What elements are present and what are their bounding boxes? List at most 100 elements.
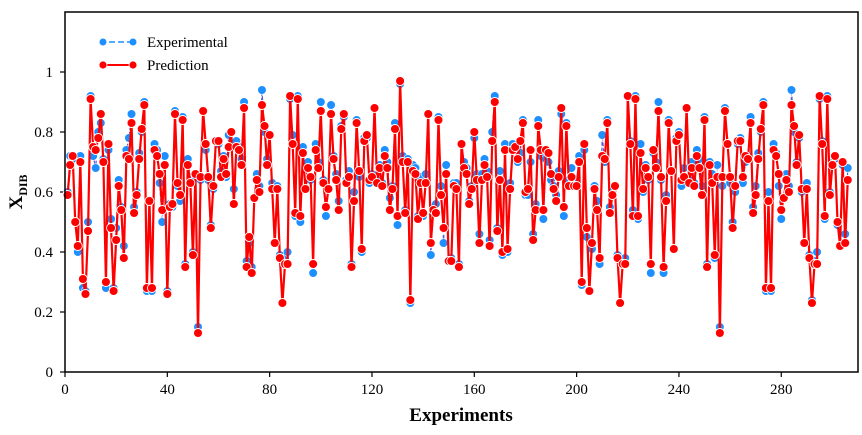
data-point-experimental: [316, 97, 326, 107]
data-point-prediction: [512, 154, 523, 164]
axes: 0 40 80 120 160 200 240 280 0 0.2 0.4 0.6 0.8 1: [34, 65, 792, 398]
data-point-prediction: [817, 139, 828, 149]
data-point-prediction: [766, 283, 776, 293]
data-point-prediction: [80, 289, 91, 299]
y-axis-title-sub: DIB: [16, 174, 30, 195]
data-point-prediction: [750, 190, 761, 200]
data-point-prediction: [67, 151, 78, 161]
data-point-prediction: [313, 163, 324, 173]
data-point-prediction: [90, 145, 101, 155]
data-point-prediction: [144, 196, 155, 206]
data-point-prediction: [116, 205, 127, 215]
data-point-prediction: [737, 172, 748, 182]
data-point-prediction: [152, 151, 163, 161]
y-axis-title-main: X: [6, 196, 27, 210]
data-point-prediction: [633, 211, 643, 221]
data-point-prediction: [502, 244, 513, 254]
data-point-experimental: [392, 220, 403, 230]
data-point-prediction: [423, 109, 434, 119]
data-point-prediction: [743, 154, 753, 164]
data-point-prediction: [832, 217, 843, 227]
data-point-experimental: [538, 214, 548, 224]
data-point-prediction: [635, 148, 646, 158]
data-point-prediction: [783, 187, 794, 197]
data-point-prediction: [333, 205, 344, 215]
data-point-prediction: [236, 160, 247, 170]
data-point-prediction: [650, 163, 661, 173]
data-point-prediction: [553, 172, 564, 182]
data-point-experimental: [653, 97, 664, 107]
data-point-prediction: [561, 121, 572, 131]
data-point-prediction: [827, 160, 838, 170]
data-point-prediction: [807, 298, 817, 308]
data-point-prediction: [106, 223, 116, 233]
data-point-prediction: [638, 184, 649, 194]
data-point-prediction: [118, 253, 129, 263]
data-point-prediction: [681, 103, 692, 113]
data-point-prediction: [758, 100, 769, 110]
data-point-prediction: [494, 175, 505, 185]
x-tick-label: 240: [668, 382, 691, 398]
legend-item-prediction: Prediction: [98, 58, 209, 74]
data-point-prediction: [205, 223, 216, 233]
data-point-prediction: [162, 289, 173, 299]
data-point-prediction: [98, 157, 109, 167]
data-point-prediction: [433, 115, 444, 125]
data-point-prediction: [282, 259, 293, 269]
data-point-prediction: [776, 205, 787, 215]
y-axis-title: XDIB: [6, 174, 30, 209]
data-point-prediction: [441, 169, 452, 179]
data-point-prediction: [722, 139, 733, 149]
data-point-prediction: [172, 178, 183, 188]
data-point-prediction: [697, 190, 707, 200]
data-point-prediction: [620, 259, 631, 269]
data-point-prediction: [72, 241, 83, 251]
data-point-prediction: [594, 253, 605, 263]
data-point-prediction: [668, 244, 679, 254]
data-point-prediction: [763, 196, 774, 206]
data-point-prediction: [361, 130, 372, 140]
data-point-prediction: [610, 181, 620, 191]
data-point-prediction: [505, 184, 516, 194]
data-point-prediction: [727, 223, 738, 233]
data-point-prediction: [551, 196, 562, 206]
data-point-prediction: [326, 109, 336, 119]
data-point-prediction: [702, 262, 713, 272]
data-point-prediction: [93, 133, 104, 143]
data-point-prediction: [308, 259, 319, 269]
data-point-prediction: [691, 151, 702, 161]
data-point-prediction: [147, 283, 157, 293]
data-point-prediction: [193, 328, 203, 338]
data-point-prediction: [198, 106, 209, 116]
data-point-prediction: [786, 100, 797, 110]
data-point-prediction: [714, 328, 725, 338]
data-point-prediction: [402, 157, 413, 167]
data-point-prediction: [167, 199, 178, 209]
data-point-prediction: [228, 199, 239, 209]
data-point-prediction: [315, 106, 326, 116]
data-point-prediction: [704, 160, 715, 170]
data-point-prediction: [269, 238, 280, 248]
data-point-prediction: [154, 169, 165, 179]
y-tick-label: 0.6: [34, 185, 53, 201]
data-point-prediction: [566, 172, 577, 182]
data-point-prediction: [323, 184, 334, 194]
data-point-prediction: [310, 145, 321, 155]
series-line-prediction: [66, 79, 849, 335]
data-point-prediction: [246, 268, 257, 278]
legend-marker-prediction: [128, 60, 138, 70]
data-point-prediction: [139, 100, 150, 110]
data-point-prediction: [599, 154, 610, 164]
data-point-prediction: [689, 181, 700, 191]
plot-frame: [64, 11, 859, 373]
data-point-prediction: [136, 124, 147, 134]
data-point-prediction: [75, 157, 86, 167]
data-point-prediction: [607, 190, 618, 200]
data-point-prediction: [487, 136, 498, 146]
data-point-prediction: [185, 178, 196, 188]
data-point-prediction: [643, 172, 654, 182]
data-point-prediction: [699, 115, 710, 125]
data-point-prediction: [430, 208, 441, 218]
x-tick-label: 80: [262, 382, 277, 398]
